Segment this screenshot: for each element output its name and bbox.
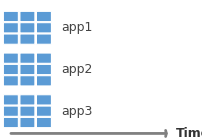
FancyBboxPatch shape [20, 106, 35, 116]
FancyBboxPatch shape [36, 64, 51, 75]
FancyBboxPatch shape [3, 64, 18, 75]
FancyBboxPatch shape [36, 106, 51, 116]
FancyBboxPatch shape [36, 95, 51, 105]
FancyBboxPatch shape [3, 34, 18, 44]
FancyBboxPatch shape [20, 11, 35, 22]
FancyBboxPatch shape [20, 53, 35, 63]
FancyBboxPatch shape [20, 95, 35, 105]
FancyBboxPatch shape [20, 64, 35, 75]
FancyBboxPatch shape [36, 76, 51, 86]
FancyBboxPatch shape [3, 106, 18, 116]
FancyBboxPatch shape [20, 23, 35, 33]
FancyBboxPatch shape [3, 11, 18, 22]
FancyBboxPatch shape [3, 53, 18, 63]
Text: app3: app3 [61, 105, 92, 118]
FancyBboxPatch shape [36, 23, 51, 33]
Text: app1: app1 [61, 21, 92, 34]
FancyBboxPatch shape [20, 34, 35, 44]
FancyBboxPatch shape [20, 76, 35, 86]
FancyBboxPatch shape [36, 11, 51, 22]
Text: Time: Time [175, 127, 202, 139]
Text: app2: app2 [61, 63, 92, 76]
FancyBboxPatch shape [36, 53, 51, 63]
FancyBboxPatch shape [36, 34, 51, 44]
FancyBboxPatch shape [3, 117, 18, 128]
FancyBboxPatch shape [3, 23, 18, 33]
FancyBboxPatch shape [20, 117, 35, 128]
FancyBboxPatch shape [3, 76, 18, 86]
FancyBboxPatch shape [3, 95, 18, 105]
FancyBboxPatch shape [36, 117, 51, 128]
